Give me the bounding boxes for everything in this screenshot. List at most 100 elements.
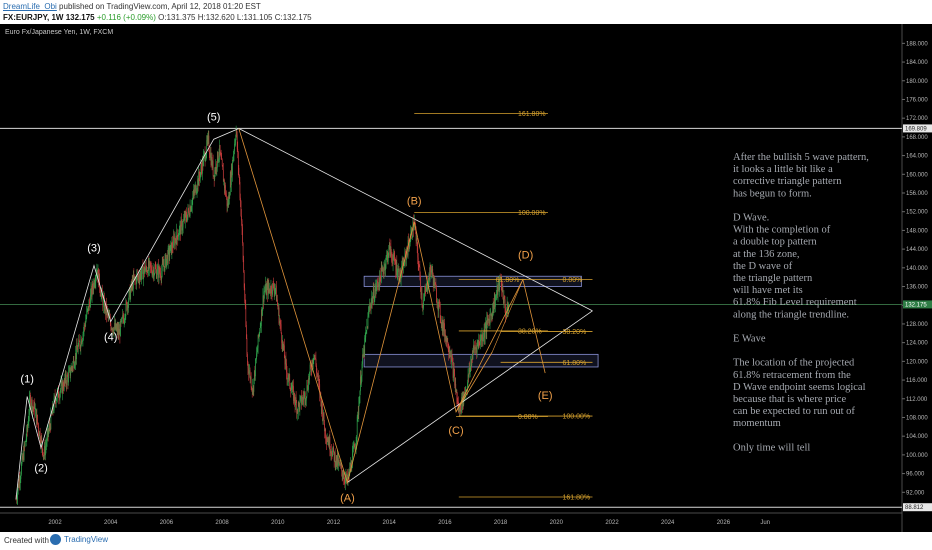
author-link[interactable]: DreamLife_Obi [3, 2, 57, 11]
candle-body [17, 490, 19, 500]
price-tick-label: 116.000 [906, 378, 928, 384]
candle-body [221, 159, 223, 166]
candle-body [118, 328, 119, 335]
candle-body [346, 474, 348, 480]
candle-body [340, 463, 341, 466]
candle-body [176, 229, 178, 236]
candle-body [183, 216, 185, 220]
candle-body [352, 448, 354, 454]
candle-body [322, 404, 323, 420]
candle-body [45, 446, 46, 456]
candle-body [273, 288, 275, 293]
candle-body [196, 189, 198, 193]
candle-body [415, 230, 417, 242]
open-value: O:131.375 [158, 13, 196, 22]
candle-body [393, 253, 395, 257]
publish-header: DreamLife_Obi published on TradingView.c… [0, 0, 932, 24]
chart-canvas[interactable]: Euro Fx/Japanese Yen, 1W, FXCM 188.000 184… [0, 24, 932, 532]
candle-body [54, 395, 55, 398]
candle-body [285, 358, 286, 365]
candle-body [349, 466, 351, 470]
candle-body [356, 416, 358, 436]
candle-body [382, 268, 384, 272]
candle-body [368, 311, 369, 316]
candle-body [63, 378, 65, 390]
candle-body [246, 324, 247, 339]
candle-body [123, 319, 125, 323]
candle-body [443, 323, 445, 332]
candle-body [202, 159, 204, 166]
candle-body [433, 276, 435, 288]
candle-body [490, 314, 491, 316]
candle-body [48, 424, 50, 430]
candle-body [141, 266, 143, 274]
candle-body [161, 262, 163, 271]
candle-body [167, 248, 169, 264]
candle-body [456, 389, 458, 400]
candle-body [40, 441, 42, 447]
candle-body [308, 378, 310, 380]
impulse-wave-line [15, 128, 239, 500]
candle-body [60, 389, 61, 393]
candle-body [71, 367, 73, 369]
candle-body [467, 374, 469, 383]
candle-body [383, 268, 385, 274]
candle-body [255, 359, 256, 377]
candle-body [305, 400, 307, 402]
candle-body [391, 255, 393, 261]
candle-body [205, 153, 207, 159]
candle-body [278, 307, 279, 310]
candle-body [26, 427, 28, 431]
candle-body [270, 292, 271, 294]
candle-body [147, 261, 149, 276]
candle-body [338, 460, 340, 463]
candle-body [497, 285, 499, 295]
candle-body [367, 315, 369, 329]
candle-body [149, 261, 150, 269]
candle-body [263, 295, 264, 302]
candle-body [470, 361, 472, 366]
candle-body [100, 292, 102, 297]
candle-body [300, 396, 301, 400]
annotation-line: With the completion of [733, 225, 831, 236]
candle-body [139, 272, 141, 277]
candle-body [151, 266, 152, 272]
candle-body [277, 299, 278, 305]
candle-body [38, 431, 40, 437]
candle-body [105, 303, 106, 313]
candle-body [450, 354, 452, 363]
candle-body [252, 386, 254, 392]
candle-body [387, 255, 389, 261]
tradingview-brand[interactable]: TradingView [50, 534, 108, 545]
candle-body [363, 348, 365, 355]
candle-body [478, 340, 480, 344]
candle-body [187, 208, 189, 215]
candle-body [373, 288, 375, 302]
candle-body [157, 267, 158, 275]
candle-body [209, 149, 210, 155]
candle-body [163, 266, 165, 267]
annotation-line: will have met its [733, 285, 803, 296]
candle-body [53, 410, 54, 411]
candles-group [15, 125, 510, 505]
candle-body [501, 286, 503, 292]
candle-body [266, 287, 268, 295]
wave-label: (2) [34, 462, 47, 474]
candle-body [390, 246, 392, 254]
candle-body [28, 421, 29, 425]
candle-body [291, 389, 293, 390]
candle-body [258, 332, 260, 337]
candle-body [378, 284, 379, 287]
candle-body [23, 452, 24, 460]
candle-body [175, 240, 177, 245]
candle-body [68, 372, 69, 383]
candle-body [169, 252, 171, 257]
candle-body [132, 280, 134, 289]
candle-body [324, 423, 325, 432]
candle-body [482, 339, 484, 342]
candle-body [233, 154, 234, 161]
candle-body [106, 304, 107, 316]
candle-body [124, 316, 126, 320]
candle-body [332, 450, 333, 457]
candle-body [405, 253, 407, 260]
